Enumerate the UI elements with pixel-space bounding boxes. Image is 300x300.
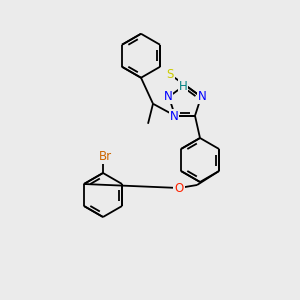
Text: O: O [174,182,184,194]
Text: N: N [198,90,206,103]
Text: Br: Br [98,151,112,164]
Text: N: N [164,90,172,103]
Text: S: S [167,68,174,81]
Text: H: H [178,80,187,93]
Text: N: N [169,110,178,123]
